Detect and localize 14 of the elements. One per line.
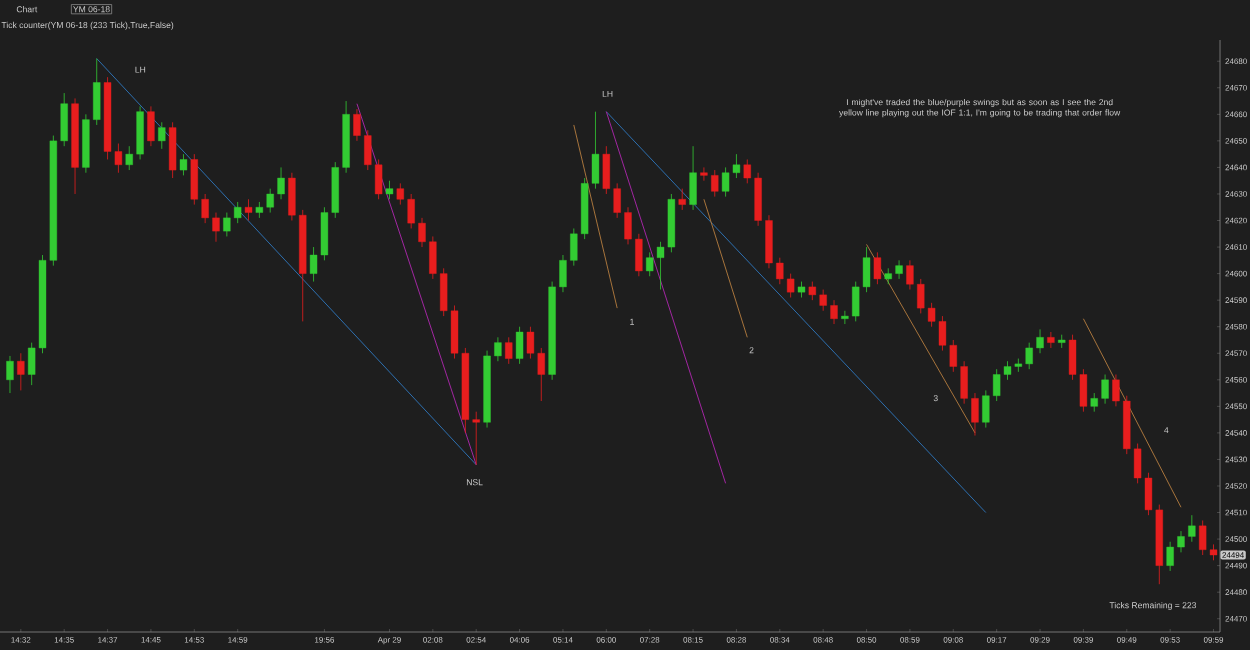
candlestick bbox=[179, 153, 188, 176]
candlestick bbox=[147, 105, 155, 147]
candlestick bbox=[158, 121, 166, 150]
candlestick bbox=[515, 326, 524, 365]
candlestick bbox=[505, 336, 513, 365]
candlestick bbox=[17, 352, 25, 391]
candlestick bbox=[244, 198, 253, 221]
candlestick bbox=[678, 188, 686, 211]
candlestick bbox=[385, 180, 394, 200]
candlestick bbox=[6, 355, 14, 394]
candlestick bbox=[168, 121, 177, 179]
candlestick bbox=[689, 145, 697, 211]
candlestick bbox=[873, 251, 882, 285]
candlestick bbox=[1047, 331, 1055, 349]
